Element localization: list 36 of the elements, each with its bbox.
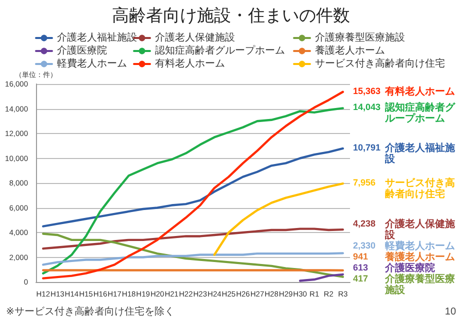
legend-label: 認知症高齢者グループホーム xyxy=(155,44,285,56)
legend-label: 軽費老人ホーム xyxy=(57,58,127,70)
text: 認知症高齢者グループホーム xyxy=(384,102,456,125)
data-label: 14,043 xyxy=(353,102,381,112)
data-label: 417 xyxy=(353,274,368,284)
line-series xyxy=(42,147,344,228)
line-series xyxy=(42,232,344,278)
legend-label: 介護老人福祉施設 xyxy=(57,32,137,44)
legend-label: サービス付き高齢者向け住宅 xyxy=(315,58,445,70)
data-label: 15,363 xyxy=(353,86,381,96)
legend-label: 有料老人ホーム xyxy=(155,58,225,70)
chart-title: 高齢者向け施設・住まいの件数 xyxy=(112,6,350,25)
legend-label: 養護老人ホーム xyxy=(315,44,385,56)
data-label: 4,238 xyxy=(353,218,376,228)
text: 養護老人ホーム xyxy=(384,251,455,263)
text: 有料老人ホーム xyxy=(384,85,455,98)
text: 軽費老人ホーム xyxy=(384,240,455,252)
text: 10 xyxy=(444,306,456,318)
text: 介護老人福祉施設 xyxy=(384,142,456,165)
legend-label: 介護老人保健施設 xyxy=(155,32,235,44)
text: 介護医療院 xyxy=(384,262,435,274)
data-label: 10,791 xyxy=(353,142,381,152)
data-label: 941 xyxy=(353,252,368,262)
legend-label: 介護医療院 xyxy=(57,44,107,56)
text: 介護老人保健施設 xyxy=(384,218,456,241)
text: ※サービス付き高齢者向け住宅を除く xyxy=(6,306,174,318)
line-series xyxy=(213,182,344,256)
line-series xyxy=(42,252,344,266)
text: 介護療養型医療施設 xyxy=(384,273,455,296)
line-series xyxy=(298,273,344,282)
data-label: 7,956 xyxy=(353,178,376,188)
text: サービス付き高齢者向け住宅 xyxy=(385,177,455,200)
data-label: 613 xyxy=(353,262,368,272)
legend-label: 介護療養型医療施設 xyxy=(315,32,405,44)
data-label: 2,330 xyxy=(353,240,376,250)
line-series xyxy=(42,228,344,250)
